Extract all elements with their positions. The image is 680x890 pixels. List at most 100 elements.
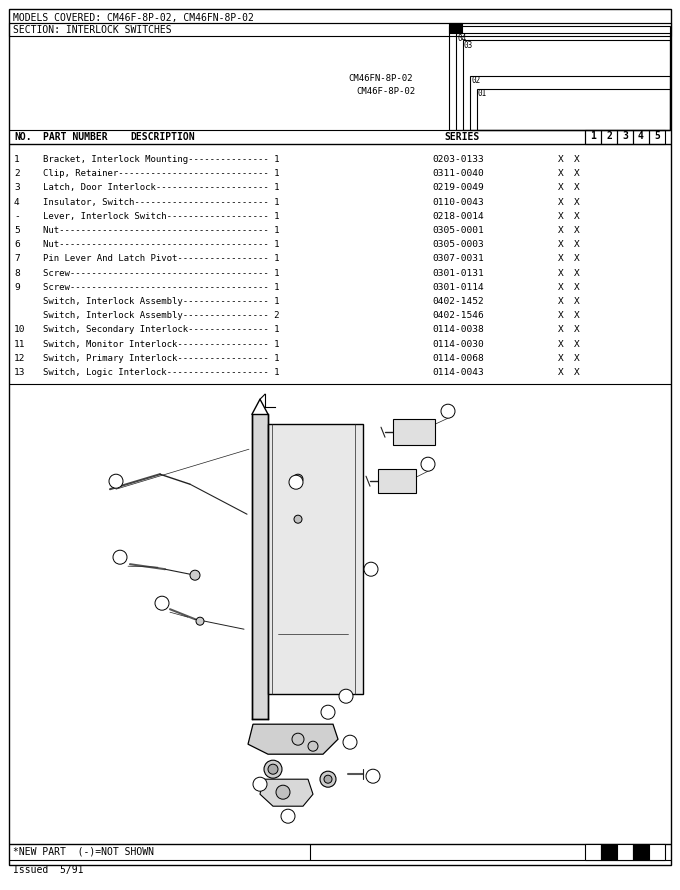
Text: 11: 11 [14,340,26,349]
Circle shape [190,570,200,580]
Text: Switch, Logic Interlock------------------- 1: Switch, Logic Interlock-----------------… [43,368,279,377]
Text: X: X [558,183,564,192]
Text: 7: 7 [14,255,20,263]
Text: 3: 3 [622,846,628,856]
Text: 5: 5 [14,226,20,235]
Polygon shape [260,780,313,806]
Text: Switch, Interlock Assembly---------------- 1: Switch, Interlock Assembly--------------… [43,297,279,306]
Text: X: X [558,169,564,178]
Text: 10: 10 [14,326,26,335]
Circle shape [366,769,380,783]
Bar [633,844,649,860]
Text: Latch, Door Interlock--------------------- 1: Latch, Door Interlock-------------------… [43,183,279,192]
Circle shape [155,596,169,611]
Text: DESCRIPTION: DESCRIPTION [130,132,194,142]
Text: 0305-0003: 0305-0003 [432,240,483,249]
Circle shape [339,689,353,703]
Text: 4: 4 [348,740,352,745]
Text: CM46FN-8P-02: CM46FN-8P-02 [348,74,413,83]
Text: NO.: NO. [14,132,32,142]
Text: 04: 04 [457,34,466,43]
Text: -: - [14,212,20,221]
Text: X: X [558,312,564,320]
Text: X: X [574,283,580,292]
Circle shape [343,735,357,749]
Text: Switch, Primary Interlock----------------- 1: Switch, Primary Interlock---------------… [43,354,279,363]
Text: X: X [574,212,580,221]
Text: 0311-0040: 0311-0040 [432,169,483,178]
Bar [601,844,617,860]
Text: X: X [558,155,564,164]
Text: MODELS COVERED: CM46F-8P-02, CM46FN-8P-02: MODELS COVERED: CM46F-8P-02, CM46FN-8P-0… [13,13,254,23]
Text: X: X [574,198,580,206]
Text: 0402-1452: 0402-1452 [432,297,483,306]
Text: SERIES: SERIES [445,132,480,142]
Text: 4: 4 [14,198,20,206]
Text: 0301-0114: 0301-0114 [432,283,483,292]
Text: Switch, Monitor Interlock----------------- 1: Switch, Monitor Interlock---------------… [43,340,279,349]
Text: X: X [558,340,564,349]
Text: Screw------------------------------------- 1: Screw-----------------------------------… [43,283,279,292]
Text: 01: 01 [478,89,488,98]
Bar [463,40,670,130]
Text: 3: 3 [258,781,262,787]
Text: X: X [574,169,580,178]
Text: 12: 12 [14,354,26,363]
Text: 7: 7 [118,554,122,560]
Circle shape [421,457,435,471]
Text: X: X [558,297,564,306]
Text: X: X [574,326,580,335]
Text: Clip, Retainer---------------------------- 1: Clip, Retainer--------------------------… [43,169,279,178]
Bar [585,844,601,860]
Polygon shape [252,414,268,719]
Text: 4: 4 [638,131,644,141]
Circle shape [294,515,302,523]
Text: X: X [574,155,580,164]
Circle shape [276,785,290,799]
Text: X: X [558,326,564,335]
Text: 0114-0038: 0114-0038 [432,326,483,335]
Text: X: X [558,269,564,278]
Text: CM46F-8P-02: CM46F-8P-02 [356,87,415,96]
Bar [268,425,363,694]
Circle shape [264,760,282,778]
Text: 0402-1546: 0402-1546 [432,312,483,320]
Bar [601,130,617,144]
Text: 03: 03 [464,41,473,50]
Text: X: X [574,226,580,235]
Circle shape [441,404,455,418]
Text: X: X [558,212,564,221]
Circle shape [293,474,303,484]
Text: 0203-0133: 0203-0133 [432,155,483,164]
Text: 9: 9 [14,283,20,292]
Bar [617,130,633,144]
Text: Switch, Secondary Interlock--------------- 1: Switch, Secondary Interlock-------------… [43,326,279,335]
Bar [449,26,670,130]
Circle shape [292,733,304,745]
Text: 0301-0131: 0301-0131 [432,269,483,278]
Text: 13: 13 [14,368,26,377]
Text: Insulator, Switch------------------------- 1: Insulator, Switch-----------------------… [43,198,279,206]
Circle shape [321,705,335,719]
Bar [9,23,671,36]
Text: 0110-0043: 0110-0043 [432,198,483,206]
Polygon shape [248,724,338,754]
Text: Nut--------------------------------------- 1: Nut-------------------------------------… [43,226,279,235]
Text: 0305-0001: 0305-0001 [432,226,483,235]
Circle shape [113,550,127,564]
Text: Pin Lever And Latch Pivot----------------- 1: Pin Lever And Latch Pivot---------------… [43,255,279,263]
Text: 1: 1 [114,478,118,484]
Text: 2: 2 [286,813,290,819]
Text: 0114-0068: 0114-0068 [432,354,483,363]
Text: 0218-0014: 0218-0014 [432,212,483,221]
Circle shape [364,562,378,576]
Text: RMW-75: RMW-75 [626,847,661,857]
Text: *NEW PART  (-)=NOT SHOWN: *NEW PART (-)=NOT SHOWN [13,847,154,857]
Text: Switch, Interlock Assembly---------------- 2: Switch, Interlock Assembly--------------… [43,312,279,320]
Text: 1: 1 [590,131,596,141]
Bar [633,130,649,144]
Text: X: X [574,240,580,249]
Text: X: X [574,183,580,192]
Text: 0114-0043: 0114-0043 [432,368,483,377]
Text: X: X [558,240,564,249]
